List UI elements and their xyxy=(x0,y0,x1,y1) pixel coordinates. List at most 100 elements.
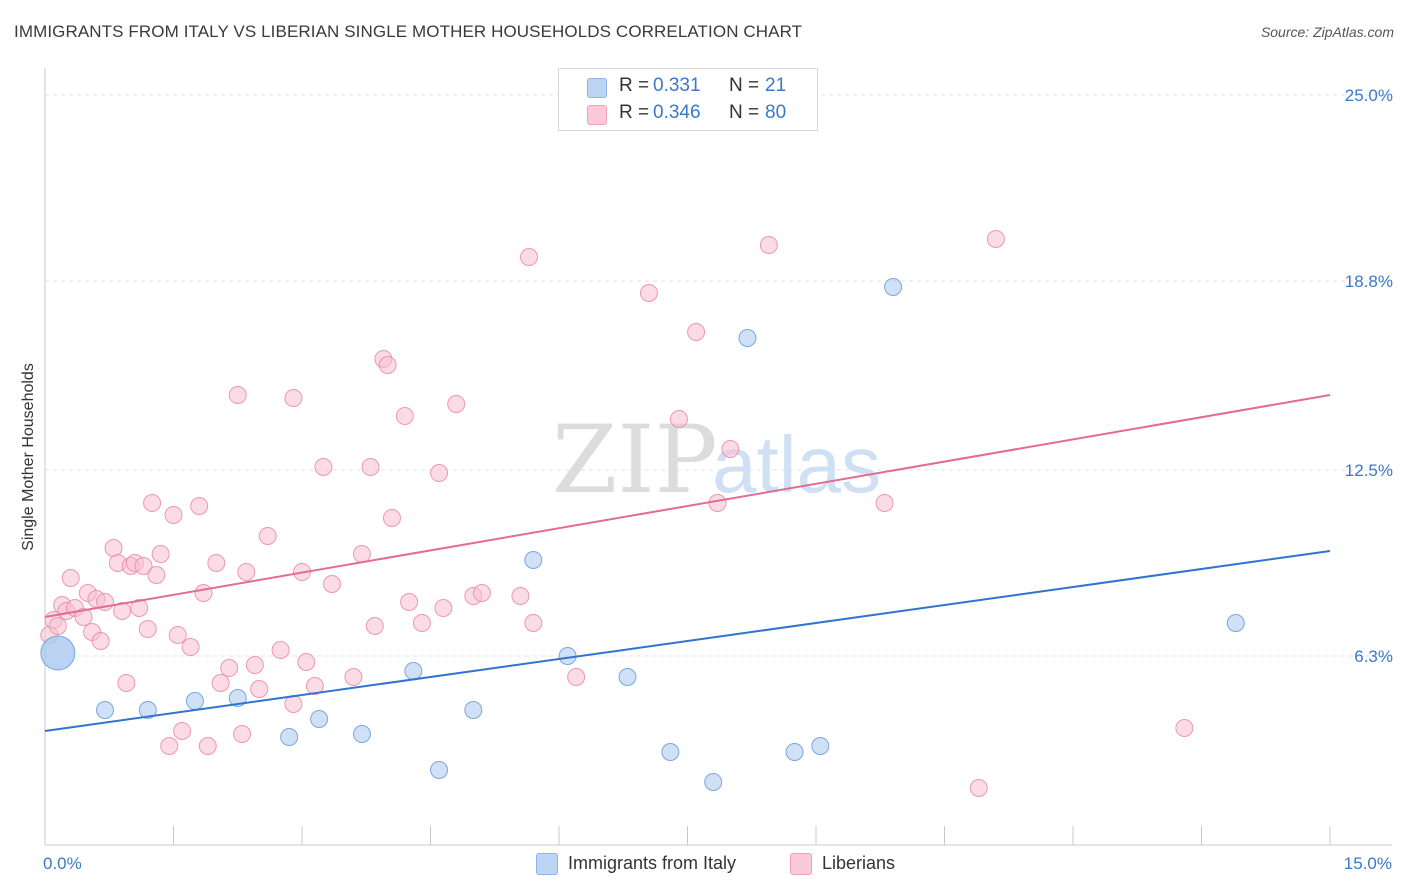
bottom-legend-liberians-label: Liberians xyxy=(822,853,896,873)
liberians-point xyxy=(969,779,988,797)
italy-point xyxy=(40,635,76,671)
liberians-point xyxy=(104,539,123,557)
liberians-point xyxy=(382,509,401,527)
liberians-point xyxy=(430,464,449,482)
liberians-point xyxy=(412,614,431,632)
liberians-point xyxy=(759,236,778,254)
italy-point xyxy=(524,551,543,569)
liberians-point xyxy=(74,608,93,626)
liberians-point xyxy=(361,458,380,476)
italy-point xyxy=(404,662,423,680)
liberians-point xyxy=(258,527,277,545)
legend-r-label: R = xyxy=(619,102,650,123)
italy-point xyxy=(785,743,804,761)
liberians-point xyxy=(639,284,658,302)
liberians-point xyxy=(48,617,67,635)
liberians-point xyxy=(91,632,110,650)
axes xyxy=(44,68,1392,846)
liberians-point xyxy=(567,668,586,686)
y-tick-label: 25.0% xyxy=(1345,86,1393,105)
liberians-point xyxy=(190,497,209,515)
liberians-point xyxy=(875,494,894,512)
x-tick-label-max: 15.0% xyxy=(1344,854,1392,873)
liberians-point xyxy=(117,674,136,692)
liberians-point xyxy=(211,674,230,692)
liberians-point xyxy=(322,575,341,593)
liberians-point xyxy=(147,566,166,584)
y-tick-label: 12.5% xyxy=(1345,461,1393,480)
x-tick-label-min: 0.0% xyxy=(43,854,82,873)
legend-n-label: N = xyxy=(729,75,760,96)
liberians-point xyxy=(194,584,213,602)
liberians-point xyxy=(220,659,239,677)
italy-point xyxy=(95,701,114,719)
x-axis-ticks xyxy=(44,826,1331,845)
liberians-point xyxy=(237,563,256,581)
liberians-points xyxy=(40,230,1194,797)
liberians-point xyxy=(520,248,539,266)
watermark-zip: ZIP xyxy=(552,406,718,515)
liberians-trend-line xyxy=(44,394,1331,618)
y-tick-labels: 6.3% 12.5% 18.8% 25.0% xyxy=(1345,86,1393,666)
italy-point xyxy=(228,689,247,707)
liberians-point xyxy=(687,323,706,341)
italy-point xyxy=(138,701,157,719)
y-tick-label: 6.3% xyxy=(1354,647,1393,666)
italy-point xyxy=(661,743,680,761)
italy-point xyxy=(811,737,830,755)
liberians-point xyxy=(524,614,543,632)
italy-point xyxy=(310,710,329,728)
watermark: ZIP atlas xyxy=(552,406,881,515)
legend-n-label: N = xyxy=(729,102,760,123)
liberians-point xyxy=(173,722,192,740)
liberians-point xyxy=(143,494,162,512)
liberians-point xyxy=(284,695,303,713)
legend-r-label: R = xyxy=(619,75,650,96)
italy-point xyxy=(352,725,371,743)
liberians-point xyxy=(434,599,453,617)
liberians-point xyxy=(198,737,217,755)
italy-point xyxy=(280,728,299,746)
italy-point xyxy=(1226,614,1245,632)
liberians-point xyxy=(1175,719,1194,737)
italy-points xyxy=(40,278,1245,791)
correlation-legend: R = 0.331 N = 21 R = 0.346 N = 80 xyxy=(558,68,818,131)
liberians-point xyxy=(160,737,179,755)
liberians-point xyxy=(986,230,1005,248)
liberians-point xyxy=(113,602,132,620)
italy-point xyxy=(464,701,483,719)
liberians-point xyxy=(138,620,157,638)
italy-point xyxy=(618,668,637,686)
y-tick-label: 18.8% xyxy=(1345,272,1393,291)
liberians-point xyxy=(245,656,264,674)
liberians-point xyxy=(168,626,187,644)
italy-point xyxy=(738,329,757,347)
liberians-point xyxy=(134,557,153,575)
liberians-point xyxy=(400,593,419,611)
x-tick-labels: 0.0% 15.0% xyxy=(43,854,1392,873)
italy-point xyxy=(430,761,449,779)
liberians-point xyxy=(511,587,530,605)
liberians-point xyxy=(207,554,226,572)
liberians-point xyxy=(708,494,727,512)
italy-swatch xyxy=(536,853,558,875)
liberians-point xyxy=(721,440,740,458)
liberians-point xyxy=(271,641,290,659)
liberians-point xyxy=(395,407,414,425)
liberians-point xyxy=(378,356,397,374)
liberians-point xyxy=(164,506,183,524)
liberians-point xyxy=(314,458,333,476)
liberians-point xyxy=(61,569,80,587)
italy-swatch xyxy=(587,78,607,98)
liberians-point xyxy=(297,653,316,671)
legend-n-value-italy: 21 xyxy=(765,75,787,96)
liberians-point xyxy=(472,584,491,602)
liberians-point xyxy=(130,599,149,617)
liberians-point xyxy=(284,389,303,407)
liberians-point xyxy=(447,395,466,413)
liberians-swatch xyxy=(790,853,812,875)
italy-point xyxy=(185,692,204,710)
liberians-swatch xyxy=(587,105,607,125)
liberians-point xyxy=(228,386,247,404)
